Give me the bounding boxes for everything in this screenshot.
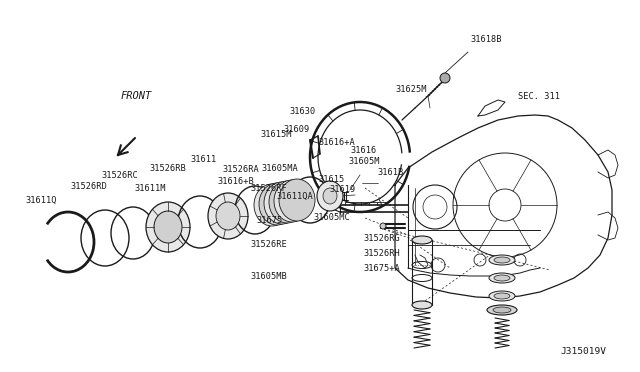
- Circle shape: [380, 223, 386, 229]
- Ellipse shape: [264, 182, 300, 224]
- Text: 31611M: 31611M: [134, 185, 166, 193]
- Ellipse shape: [154, 211, 182, 243]
- Text: FRONT: FRONT: [120, 91, 152, 101]
- Text: 31625M: 31625M: [396, 85, 427, 94]
- Text: 31616+B: 31616+B: [218, 177, 254, 186]
- Text: J315019V: J315019V: [560, 347, 606, 356]
- Text: 31616: 31616: [351, 146, 377, 155]
- Ellipse shape: [317, 181, 343, 211]
- Ellipse shape: [487, 305, 517, 315]
- Ellipse shape: [259, 183, 295, 225]
- Text: 31618B: 31618B: [470, 35, 502, 44]
- Circle shape: [440, 73, 450, 83]
- Text: 31526RF: 31526RF: [251, 185, 287, 193]
- Text: 31526RG: 31526RG: [364, 234, 400, 243]
- Text: 31605M: 31605M: [349, 157, 380, 166]
- Ellipse shape: [208, 193, 248, 239]
- Ellipse shape: [494, 257, 510, 263]
- Ellipse shape: [279, 179, 315, 221]
- Text: 3161B: 3161B: [378, 169, 404, 177]
- Text: 31615M: 31615M: [260, 130, 292, 139]
- Ellipse shape: [494, 275, 510, 281]
- Text: 31526RD: 31526RD: [70, 182, 107, 191]
- Ellipse shape: [274, 180, 310, 222]
- Text: 31611: 31611: [191, 155, 217, 164]
- Text: 31526RA: 31526RA: [222, 165, 259, 174]
- Ellipse shape: [323, 188, 337, 204]
- Text: 31605MC: 31605MC: [314, 213, 350, 222]
- Text: 31526RH: 31526RH: [364, 249, 400, 258]
- Text: 31616+A: 31616+A: [319, 138, 355, 147]
- Ellipse shape: [216, 202, 240, 230]
- Text: 31526RB: 31526RB: [149, 164, 186, 173]
- Text: 31675: 31675: [256, 216, 282, 225]
- Text: 31675+A: 31675+A: [364, 264, 400, 273]
- Text: 31605MB: 31605MB: [251, 272, 287, 280]
- Ellipse shape: [269, 181, 305, 223]
- Ellipse shape: [489, 255, 515, 265]
- Ellipse shape: [412, 301, 432, 309]
- Text: 31609: 31609: [284, 125, 310, 134]
- Text: 31526RC: 31526RC: [101, 171, 138, 180]
- Text: SEC. 311: SEC. 311: [518, 92, 561, 101]
- Ellipse shape: [493, 307, 511, 313]
- Text: 31605MA: 31605MA: [261, 164, 298, 173]
- Ellipse shape: [412, 236, 432, 244]
- Text: 31630: 31630: [289, 107, 316, 116]
- Ellipse shape: [146, 202, 190, 252]
- Ellipse shape: [489, 291, 515, 301]
- Text: 31611Q: 31611Q: [26, 196, 57, 205]
- Text: 31615: 31615: [318, 175, 344, 184]
- Ellipse shape: [494, 293, 510, 299]
- Text: 31619: 31619: [330, 185, 356, 194]
- Text: 31611QA: 31611QA: [276, 192, 313, 201]
- Ellipse shape: [254, 184, 290, 226]
- Ellipse shape: [489, 273, 515, 283]
- Text: 31526RE: 31526RE: [251, 240, 287, 249]
